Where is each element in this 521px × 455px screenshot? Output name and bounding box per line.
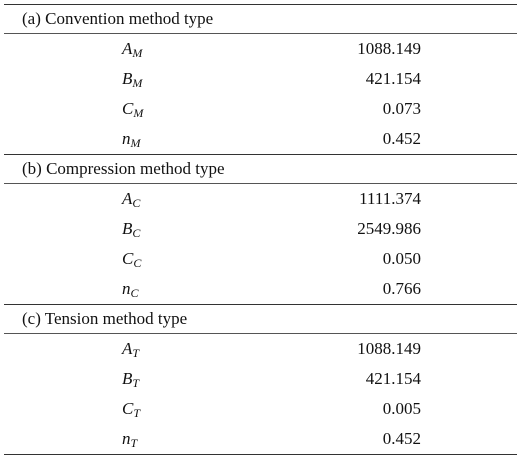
symbol-base: C xyxy=(122,399,134,418)
parameter-value: 1088.149 xyxy=(357,339,421,358)
parameter-value: 1088.149 xyxy=(357,39,421,58)
symbol-base: C xyxy=(122,99,134,118)
table-section: (a) Convention method type AM 1088.149 BM 42… xyxy=(4,5,517,155)
table-section: (b) Compression method type AC 1111.374 BC 2… xyxy=(4,155,517,305)
parameter-table: (a) Convention method type AM 1088.149 BM 42… xyxy=(4,4,517,455)
symbol-subscript: T xyxy=(133,406,141,420)
parameter-symbol: BC xyxy=(122,214,140,244)
table-row: CT 0.005 xyxy=(4,394,517,424)
symbol-base: n xyxy=(122,129,131,148)
symbol-base: C xyxy=(122,249,134,268)
symbol-base: A xyxy=(122,339,133,358)
parameter-symbol: BM xyxy=(122,64,142,94)
symbol-subscript: C xyxy=(132,226,141,240)
symbol-subscript: M xyxy=(132,76,143,90)
table-row: AT 1088.149 xyxy=(4,334,517,364)
table-section: (c) Tension method type AT 1088.149 BT 421.1… xyxy=(4,305,517,455)
symbol-subscript: C xyxy=(130,286,139,300)
symbol-subscript: M xyxy=(133,106,144,120)
symbol-subscript: C xyxy=(132,196,141,210)
parameter-value: 421.154 xyxy=(365,369,421,388)
parameter-value: 1111.374 xyxy=(359,189,421,208)
symbol-subscript: M xyxy=(132,46,143,60)
parameter-symbol: nC xyxy=(122,274,139,304)
table-row: BC 2549.986 xyxy=(4,214,517,244)
table-row: BM 421.154 xyxy=(4,64,517,94)
table-row: BT 421.154 xyxy=(4,364,517,394)
symbol-subscript: T xyxy=(132,346,140,360)
parameter-symbol: nM xyxy=(122,124,141,154)
symbol-subscript: T xyxy=(132,376,140,390)
parameter-value: 0.073 xyxy=(382,99,421,118)
symbol-base: B xyxy=(122,69,133,88)
section-title: (a) Convention method type xyxy=(4,5,517,34)
table-row: nT 0.452 xyxy=(4,424,517,454)
table-row: CC 0.050 xyxy=(4,244,517,274)
parameter-value: 2549.986 xyxy=(357,219,421,238)
parameter-symbol: AM xyxy=(122,34,142,64)
table-row: nC 0.766 xyxy=(4,274,517,304)
parameter-value: 0.452 xyxy=(382,429,421,448)
parameter-value: 0.452 xyxy=(382,129,421,148)
parameter-value: 0.005 xyxy=(382,399,421,418)
table-row: AM 1088.149 xyxy=(4,34,517,64)
parameter-symbol: CC xyxy=(122,244,141,274)
table-row: CM 0.073 xyxy=(4,94,517,124)
parameter-value: 0.050 xyxy=(382,249,421,268)
parameter-symbol: BT xyxy=(122,364,139,394)
symbol-base: n xyxy=(122,279,131,298)
section-title: (b) Compression method type xyxy=(4,155,517,184)
symbol-subscript: C xyxy=(133,256,142,270)
symbol-subscript: T xyxy=(130,436,138,450)
parameter-value: 0.766 xyxy=(382,279,421,298)
symbol-base: B xyxy=(122,219,133,238)
table-row: AC 1111.374 xyxy=(4,184,517,214)
table-row: nM 0.452 xyxy=(4,124,517,154)
parameter-symbol: CT xyxy=(122,394,140,424)
section-title: (c) Tension method type xyxy=(4,305,517,334)
symbol-base: n xyxy=(122,429,131,448)
symbol-base: B xyxy=(122,369,133,388)
symbol-base: A xyxy=(122,189,133,208)
symbol-subscript: M xyxy=(130,136,141,150)
parameter-symbol: AT xyxy=(122,334,139,364)
parameter-value: 421.154 xyxy=(365,69,421,88)
parameter-symbol: CM xyxy=(122,94,143,124)
symbol-base: A xyxy=(122,39,133,58)
parameter-symbol: AC xyxy=(122,184,140,214)
parameter-symbol: nT xyxy=(122,424,137,454)
